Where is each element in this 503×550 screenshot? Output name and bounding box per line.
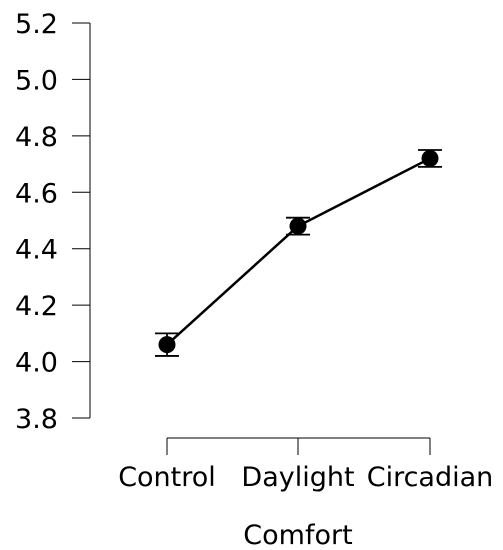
data-point	[158, 336, 176, 354]
x-tick-label: Daylight	[241, 462, 354, 493]
y-axis: 3.8 4.0 4.2 4.4 4.6 4.8 5.0 5.2	[15, 9, 91, 435]
y-tick-label: 4.8	[15, 122, 58, 153]
x-tick-label: Control	[118, 462, 216, 493]
y-tick-label: 3.8	[15, 404, 58, 435]
y-tick-label: 4.6	[15, 178, 58, 209]
y-tick-label: 4.0	[15, 348, 58, 379]
y-tick-label: 5.0	[15, 65, 58, 96]
series-line	[166, 157, 431, 346]
x-axis: Control Daylight Circadian	[118, 437, 494, 493]
data-point	[289, 217, 307, 235]
y-tick-label: 4.2	[15, 291, 58, 322]
plot-area	[155, 149, 442, 357]
x-tick-label: Circadian	[367, 462, 494, 493]
y-tick-label: 5.2	[15, 9, 58, 40]
y-tick-label: 4.4	[15, 235, 58, 266]
x-axis-title: Comfort	[243, 520, 352, 550]
data-point	[421, 149, 439, 167]
